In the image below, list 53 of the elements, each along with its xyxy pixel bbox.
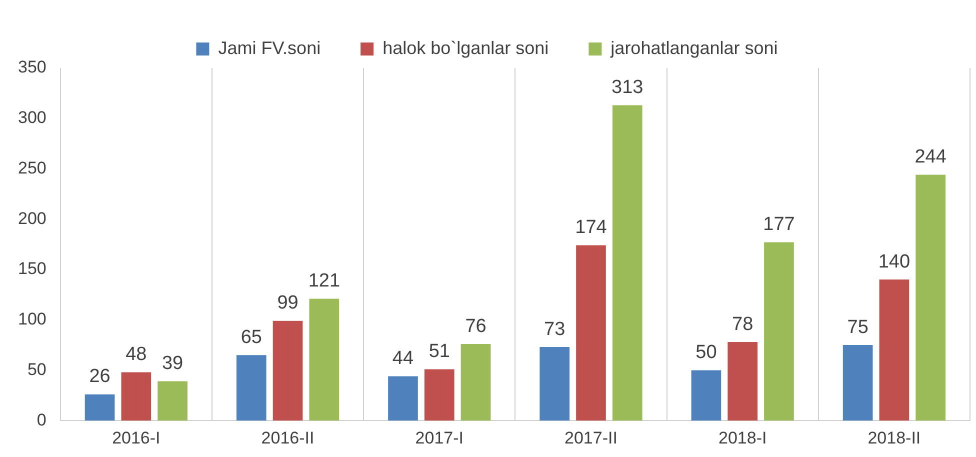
data-label: 78 <box>732 314 754 335</box>
bar <box>728 342 758 421</box>
bar <box>460 344 491 421</box>
bar <box>388 376 418 421</box>
data-label: 140 <box>878 251 910 272</box>
bar <box>540 347 570 421</box>
y-tick-label: 350 <box>18 58 46 77</box>
bar <box>309 298 340 421</box>
data-label: 76 <box>465 316 486 337</box>
legend-label: jarohatlanganlar soni <box>610 38 778 58</box>
legend-label: Jami FV.soni <box>218 38 321 58</box>
data-label: 244 <box>914 146 947 168</box>
x-tick-label: 2018-II <box>868 428 921 448</box>
x-tick-label: 2017-I <box>415 428 464 448</box>
bar <box>424 369 454 421</box>
y-tick-label: 200 <box>18 208 46 228</box>
bar <box>842 345 873 421</box>
data-label: 73 <box>544 318 566 340</box>
bar <box>879 280 910 421</box>
y-tick-label: 50 <box>27 360 46 379</box>
data-label: 51 <box>428 340 450 362</box>
data-label: 50 <box>696 342 717 363</box>
bar <box>691 370 722 421</box>
bar <box>121 372 152 421</box>
data-label: 44 <box>392 348 414 370</box>
y-tick-label: 300 <box>18 108 46 128</box>
bar <box>158 381 188 421</box>
data-label: 75 <box>847 316 868 338</box>
bar <box>576 245 606 421</box>
bar <box>84 394 115 421</box>
bar <box>916 174 946 421</box>
data-label: 48 <box>126 344 147 365</box>
bar <box>612 105 642 421</box>
data-label: 65 <box>240 326 262 348</box>
x-tick-label: 2016-I <box>112 428 160 448</box>
data-label: 177 <box>763 214 795 236</box>
x-tick-label: 2017-II <box>564 428 618 448</box>
x-tick-label: 2018-I <box>718 428 767 448</box>
x-tick-label: 2016-II <box>261 428 314 448</box>
data-label: 313 <box>612 77 644 98</box>
data-label: 26 <box>89 366 110 388</box>
data-label: 121 <box>308 270 340 292</box>
y-tick-label: 0 <box>36 410 46 430</box>
data-label: 99 <box>277 292 298 314</box>
data-label: 39 <box>162 353 184 374</box>
legend-label: halok bo`lganlar soni <box>382 38 549 58</box>
y-tick-label: 250 <box>18 158 46 178</box>
data-label: 174 <box>575 217 608 238</box>
y-tick-label: 100 <box>18 310 46 329</box>
bar <box>272 320 303 421</box>
bar <box>764 242 794 421</box>
bar <box>236 355 266 421</box>
y-tick-label: 150 <box>18 259 46 278</box>
